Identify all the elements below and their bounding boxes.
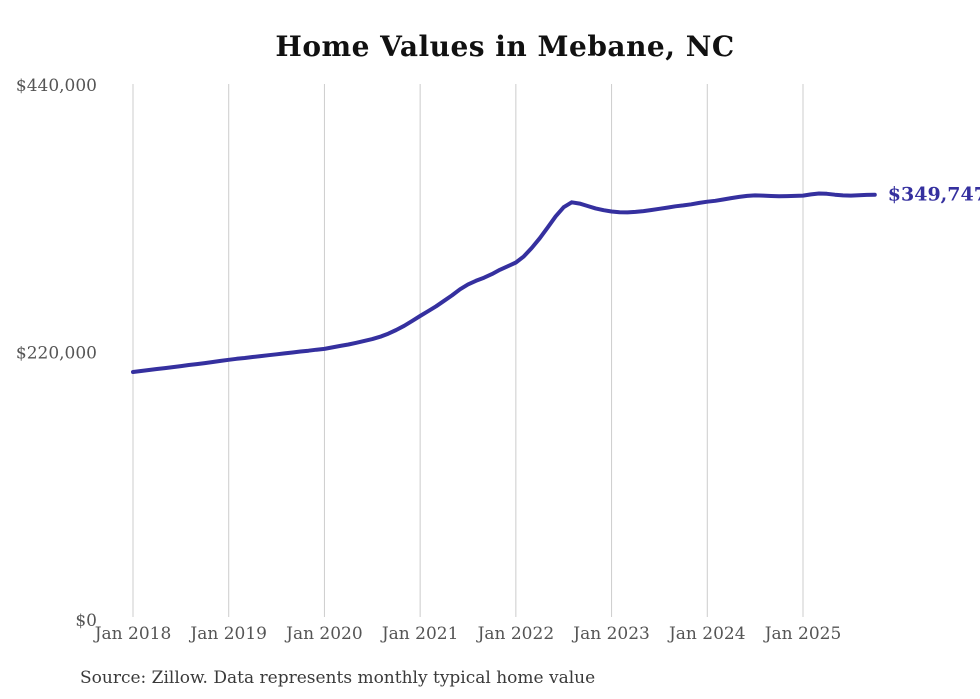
chart-title: Home Values in Mebane, NC [275, 30, 735, 63]
value-line [131, 191, 877, 374]
gridline-group [132, 84, 804, 617]
y-tick-label: $440,000 [16, 76, 97, 96]
x-tick-label: Jan 2022 [476, 624, 555, 644]
y-tick-label: $0 [75, 611, 97, 631]
x-axis-labels: Jan 2018 Jan 2019 Jan 2020 Jan 2021 Jan 2022… [93, 624, 842, 644]
latest-value-label: $349,747 [888, 184, 980, 206]
x-tick-label: Jan 2018 [93, 624, 172, 644]
x-tick-label: Jan 2020 [284, 624, 363, 644]
x-tick-label: Jan 2023 [571, 624, 650, 644]
x-tick-label: Jan 2025 [763, 624, 842, 644]
x-tick-label: Jan 2019 [188, 624, 267, 644]
source-note: Source: Zillow. Data represents monthly … [80, 668, 596, 688]
y-tick-label: $220,000 [16, 344, 97, 364]
x-tick-label: Jan 2021 [380, 624, 459, 644]
y-axis-labels: $0 $220,000 $440,000 [16, 76, 97, 631]
x-tick-label: Jan 2024 [667, 624, 746, 644]
